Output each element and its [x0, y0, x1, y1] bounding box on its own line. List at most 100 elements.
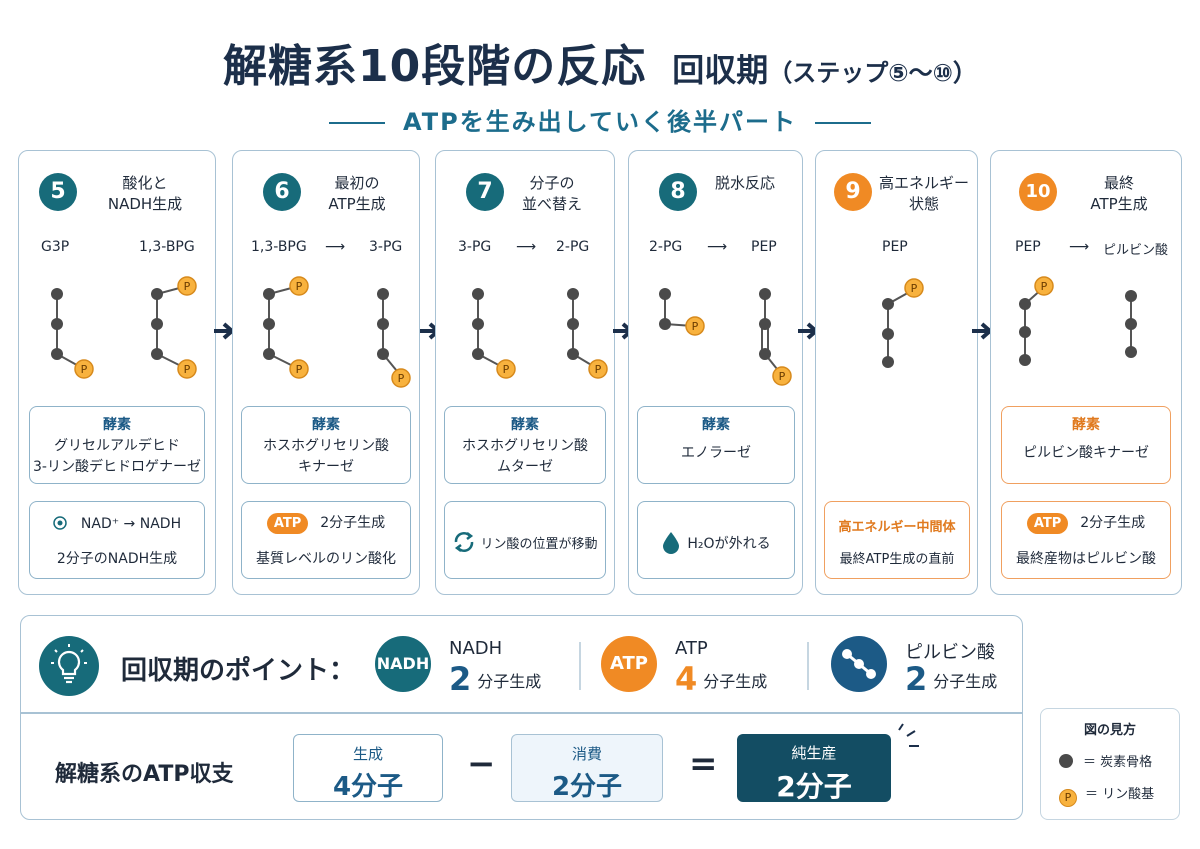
enzyme-name: ピルビン酸キナーゼ [1023, 445, 1149, 461]
point-value: 2 分子生成 [449, 660, 542, 698]
svg-text:P: P [81, 363, 88, 376]
enzyme-name: ホスホグリセリン酸 キナーゼ [263, 438, 389, 475]
svg-text:P: P [692, 320, 699, 333]
phosphate-group [588, 359, 608, 379]
water-drop-icon [663, 532, 680, 554]
equals-sign: = [689, 744, 718, 784]
carbon-atom [51, 318, 63, 330]
carbon-atom [1019, 326, 1031, 338]
product-label: 2-PG [556, 239, 590, 255]
phosphate-group [177, 276, 197, 296]
point-name: NADH [449, 638, 503, 659]
phosphate-group [685, 316, 705, 336]
atp-icon: ATP [1026, 512, 1069, 534]
step-number-badge: 7 [466, 173, 504, 211]
phosphate-group [177, 359, 197, 379]
svg-text:P: P [1041, 280, 1048, 293]
emphasis-lines-icon [898, 723, 919, 747]
carbon-atom [51, 348, 63, 360]
lightbulb-icon [39, 636, 99, 696]
balance-title: 解糖系のATP収支 [55, 762, 234, 787]
carbon-atom [151, 288, 163, 300]
enzyme-name: エノラーゼ [681, 445, 751, 461]
carbon-atom [1019, 354, 1031, 366]
note-box: 高エネルギー中間体 最終ATP生成の直前 [824, 501, 970, 579]
reaction-arrow: ⟶ [325, 239, 346, 255]
point-value: 4 分子生成 [675, 660, 768, 698]
phosphate-group [391, 368, 411, 388]
step-number-badge: 5 [39, 173, 77, 211]
points-title: 回収期のポイント： [121, 656, 356, 686]
product-label: 3-PG [369, 239, 403, 255]
carbon-icon [1059, 754, 1073, 768]
svg-text:P: P [296, 280, 303, 293]
pyruvate-chain-icon [831, 636, 887, 692]
step-9-card: 9 高エネルギー 状態 PEP P 高エネルギー中間体 最終ATP生成の直前 [815, 150, 978, 595]
phosphate-group [289, 276, 309, 296]
carbon-atom [377, 288, 389, 300]
note-box: NAD⁺ → NADH 2分子のNADH生成 [29, 501, 205, 579]
phosphate-group [904, 278, 924, 298]
step-title: 脱水反応 [714, 174, 775, 192]
molecule-diagram: P [882, 278, 924, 368]
carbon-atom [759, 288, 771, 300]
svg-text:P: P [398, 372, 405, 385]
consumed-box: 消費 2分子 [511, 734, 663, 802]
substrate-label: PEP [882, 239, 908, 255]
svg-text:P: P [911, 282, 918, 295]
product-label: 1,3-BPG [139, 239, 195, 255]
phosphate-group [772, 366, 792, 386]
target-icon [53, 516, 67, 530]
svg-text:P: P [503, 363, 510, 376]
produced-box: 生成 4分子 [293, 734, 443, 802]
substrate-label: PEP [1015, 239, 1041, 255]
phosphate-group [496, 359, 516, 379]
enzyme-box: 酵素 グリセルアルデヒド 3-リン酸デヒドロゲナーゼ [29, 406, 205, 484]
product-label: ピルビン酸 [1103, 243, 1169, 258]
molecule-diagram: PP [659, 288, 792, 386]
page-subtitle: ATPを生み出していく後半パート [0, 102, 1200, 137]
carbon-atom [1125, 290, 1137, 302]
carbon-atom [472, 318, 484, 330]
phosphate-group [1034, 276, 1054, 296]
net-box: 純生産 2分子 [737, 734, 891, 803]
carbon-atom [567, 318, 579, 330]
carbon-atom [263, 318, 275, 330]
step-number-badge: 8 [659, 173, 697, 211]
legend-box: 図の見方 ＝ 炭素骨格 P ＝ リン酸基 [1040, 708, 1180, 820]
note-box: ATP 2分子生成 最終産物はピルビン酸 [1001, 501, 1171, 579]
carbon-atom [263, 348, 275, 360]
point-value: 2 分子生成 [905, 660, 998, 698]
carbon-atom [1125, 318, 1137, 330]
note-box: H₂Oが外れる [637, 501, 795, 579]
enzyme-name: グリセルアルデヒド 3-リン酸デヒドロゲナーゼ [33, 438, 201, 475]
svg-text:P: P [296, 363, 303, 376]
step-title: 最初の ATP生成 [328, 174, 386, 213]
step-title: 最終 ATP生成 [1090, 174, 1148, 213]
step-title: 高エネルギー 状態 [878, 174, 969, 213]
molecule-diagram: P P P [263, 276, 411, 388]
note-box: リン酸の位置が移動 [444, 501, 606, 579]
point-name: ピルビン酸 [905, 642, 995, 663]
carbon-atom [377, 318, 389, 330]
enzyme-box: 酵素 エノラーゼ [637, 406, 795, 484]
reaction-arrow: ⟶ [1069, 239, 1090, 255]
carbon-atom [882, 328, 894, 340]
page-title: 解糖系10段階の反応 回収期（ステップ⑤～⑩） [223, 41, 977, 92]
carbon-atom [1019, 298, 1031, 310]
reaction-arrow: ⟶ [707, 239, 728, 255]
phosphate-group [289, 359, 309, 379]
carbon-atom [377, 348, 389, 360]
carbon-atom [151, 318, 163, 330]
substrate-label: 1,3-BPG [251, 239, 307, 255]
phosphate-group [74, 359, 94, 379]
carbon-atom [659, 318, 671, 330]
carbon-atom [759, 318, 771, 330]
svg-text:P: P [184, 363, 191, 376]
summary-panel: 回収期のポイント： NADH NADH 2 分子生成 ATP ATP 4 分子生成 … [20, 615, 1023, 820]
atp-icon: ATP [266, 512, 309, 534]
minus-sign: − [467, 744, 496, 784]
reaction-arrow: ⟶ [516, 239, 537, 255]
